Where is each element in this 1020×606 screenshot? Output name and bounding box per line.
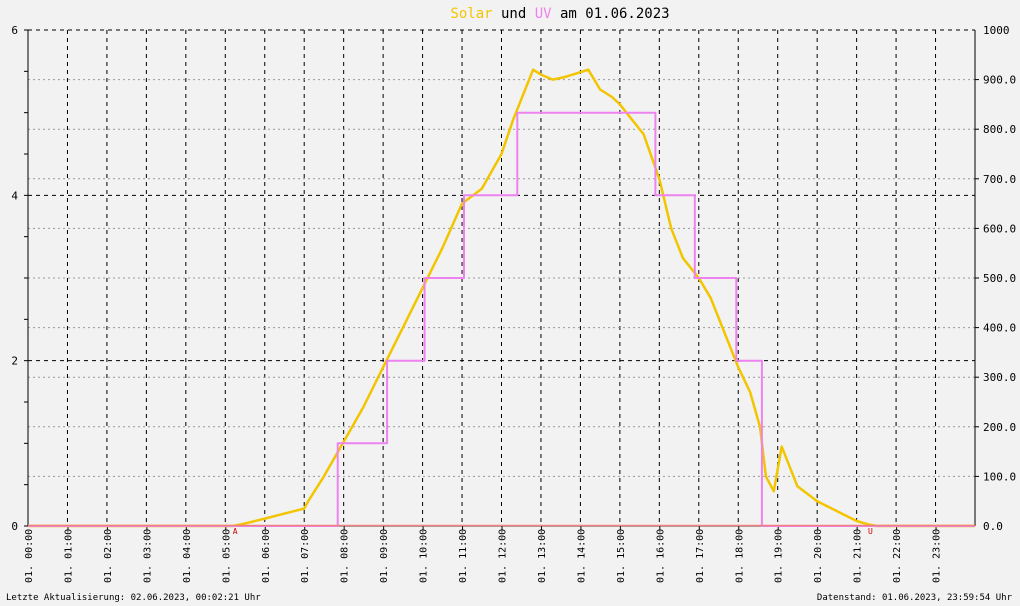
y-left-label-0: 0 <box>11 520 18 533</box>
x-label-9: 01. 09:00 <box>379 529 390 583</box>
x-label-2: 01. 02:00 <box>103 529 114 583</box>
y-right-label-6: 600.0 <box>983 222 1016 235</box>
y-right-label-10: 1000 <box>983 24 1010 37</box>
chart-background <box>0 0 1020 592</box>
x-label-11: 01. 11:00 <box>458 529 469 583</box>
x-label-17: 01. 17:00 <box>695 529 706 583</box>
footer-data-state: Datenstand: 01.06.2023, 23:59:54 Uhr <box>816 593 1012 603</box>
tick-labels: 0 2 4 6 0.0 100.0 200.0 300.0 400.0 500.0 600.0 700… <box>11 24 1016 583</box>
x-label-16: 01. 16:00 <box>655 529 666 583</box>
y-right-label-5: 500.0 <box>983 272 1016 285</box>
chart-title: Solar und UV am 01.06.2023 <box>450 6 669 22</box>
x-label-7: 01. 07:00 <box>300 529 311 583</box>
y-right-label-9: 900.0 <box>983 74 1016 87</box>
y-right-label-0: 0.0 <box>983 520 1003 533</box>
x-label-21: 01. 21:00 <box>853 529 864 583</box>
title-part-3: am 01.06.2023 <box>552 6 670 22</box>
x-label-12: 01. 12:00 <box>498 529 509 583</box>
series-line-solar <box>28 68 975 528</box>
y-right-label-1: 100.0 <box>983 470 1016 483</box>
x-label-15: 01. 15:00 <box>616 529 627 583</box>
x-label-23: 01. 23:00 <box>932 529 943 583</box>
x-label-3: 01. 03:00 <box>142 529 153 583</box>
y-right-label-8: 800.0 <box>983 123 1016 136</box>
x-label-13: 01. 13:00 <box>537 529 548 583</box>
marker-0: A <box>233 527 238 536</box>
y-right-label-3: 300.0 <box>983 371 1016 384</box>
x-label-0: 01. 00:00 <box>24 529 35 583</box>
x-label-5: 01. 05:00 <box>221 529 232 583</box>
series-line-uv <box>28 111 975 527</box>
x-label-10: 01. 10:00 <box>419 529 430 583</box>
y-right-label-2: 200.0 <box>983 421 1016 434</box>
x-label-19: 01. 19:00 <box>774 529 785 583</box>
x-label-14: 01. 14:00 <box>576 529 587 583</box>
x-label-18: 01. 18:00 <box>734 529 745 583</box>
chart: Solar und UV am 01.06.2023 0 2 4 6 0.0 100.0 2… <box>0 0 1020 592</box>
y-right-label-4: 400.0 <box>983 322 1016 335</box>
y-left-label-1: 2 <box>11 355 18 368</box>
marker-1: U <box>868 527 873 536</box>
x-label-4: 01. 04:00 <box>182 529 193 583</box>
y-left-label-3: 6 <box>11 24 18 37</box>
y-left-label-2: 4 <box>11 189 18 202</box>
x-label-22: 01. 22:00 <box>892 529 903 583</box>
series-group <box>28 68 975 528</box>
x-label-1: 01. 01:00 <box>63 529 74 583</box>
footer-last-update: Letzte Aktualisierung: 02.06.2023, 00:02… <box>6 593 261 603</box>
title-part-1: und <box>493 6 535 22</box>
title-part-2: UV <box>535 6 552 22</box>
title-part-0: Solar <box>450 6 492 22</box>
x-label-20: 01. 20:00 <box>813 529 824 583</box>
x-label-6: 01. 06:00 <box>261 529 272 583</box>
x-label-8: 01. 08:00 <box>340 529 351 583</box>
y-right-label-7: 700.0 <box>983 173 1016 186</box>
